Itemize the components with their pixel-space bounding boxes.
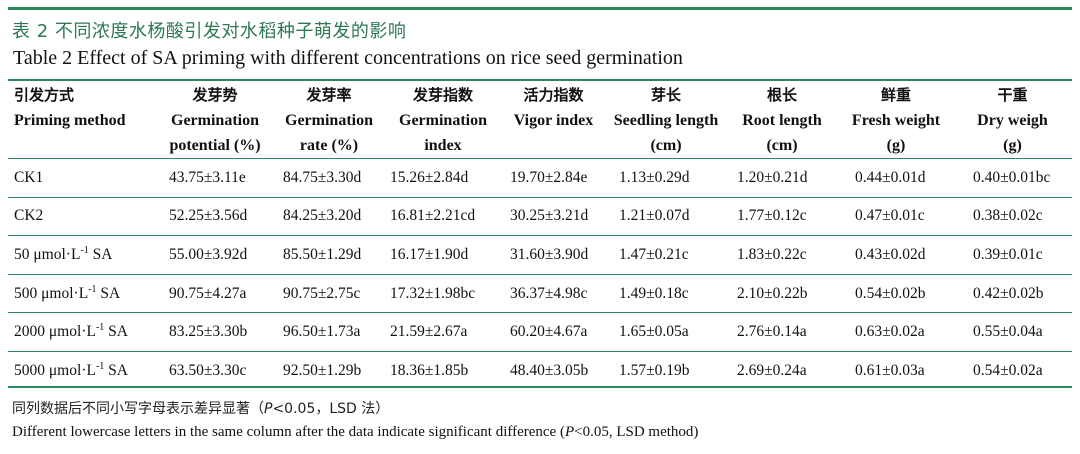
value-cell: 0.54±0.02b xyxy=(855,284,926,302)
value-cell: 2.76±0.14a xyxy=(737,323,807,341)
value-cell: 90.75±2.75c xyxy=(283,284,361,302)
value-cell: 21.59±2.67a xyxy=(390,323,468,341)
results-table: 引发方式 Priming method 发芽势 Germination potenti… xyxy=(8,81,1072,390)
value-cell: 0.40±0.01bc xyxy=(973,168,1051,186)
value-cell: 17.32±1.98bc xyxy=(390,284,476,302)
value-cell: 60.20±4.67a xyxy=(510,323,588,341)
value-cell: 1.77±0.12c xyxy=(737,207,807,225)
value-cell: 0.55±0.04a xyxy=(973,323,1043,341)
value-cell: 36.37±4.98c xyxy=(510,284,588,302)
value-cell: 19.70±2.84e xyxy=(510,168,588,186)
value-cell: 48.40±3.05b xyxy=(510,361,589,379)
table-title-en: Table 2 Effect of SA priming with differ… xyxy=(13,47,683,69)
value-cell: 16.81±2.21cd xyxy=(390,207,476,225)
method-cell: 2000 μmol·L-1 SA xyxy=(14,322,128,341)
value-cell: 1.21±0.07d xyxy=(619,207,690,225)
table-title-cn: 表 2 不同浓度水杨酸引发对水稻种子萌发的影响 xyxy=(12,21,407,42)
value-cell: 0.63±0.02a xyxy=(855,323,925,341)
table-row: 50 μmol·L-1 SA 55.00±3.92d 85.50±1.29d 1… xyxy=(8,235,1072,275)
value-cell: 0.54±0.02a xyxy=(973,361,1043,379)
method-cell: 50 μmol·L-1 SA xyxy=(14,244,113,263)
value-cell: 2.10±0.22b xyxy=(737,284,808,302)
method-cell: CK1 xyxy=(14,168,44,186)
value-cell: 0.47±0.01c xyxy=(855,207,925,225)
value-cell: 84.75±3.30d xyxy=(283,168,362,186)
value-cell: 1.57±0.19b xyxy=(619,361,690,379)
header-cell: 鲜重 Fresh weight (g) xyxy=(851,86,941,154)
value-cell: 52.25±3.56d xyxy=(169,207,248,225)
table-row: 2000 μmol·L-1 SA 83.25±3.30b 96.50±1.73a… xyxy=(8,312,1072,352)
value-cell: 0.38±0.02c xyxy=(973,207,1043,225)
value-cell: 85.50±1.29d xyxy=(283,245,362,263)
value-cell: 83.25±3.30b xyxy=(169,323,248,341)
value-cell: 16.17±1.90d xyxy=(390,245,469,263)
header-cell: 干重 Dry weigh (g) xyxy=(977,86,1048,154)
footnote-en: Different lowercase letters in the same … xyxy=(12,424,699,440)
value-cell: 15.26±2.84d xyxy=(390,168,469,186)
value-cell: 1.83±0.22c xyxy=(737,245,807,263)
value-cell: 1.47±0.21c xyxy=(619,245,689,263)
header-cell: 发芽势 Germination potential (%) xyxy=(169,86,261,154)
table-row: 5000 μmol·L-1 SA 63.50±3.30c 92.50±1.29b… xyxy=(8,351,1072,389)
value-cell: 55.00±3.92d xyxy=(169,245,248,263)
footnote-cn: 同列数据后不同小写字母表示差异显著（P<0.05，LSD 法） xyxy=(12,401,390,417)
value-cell: 43.75±3.11e xyxy=(169,168,246,186)
value-cell: 84.25±3.20d xyxy=(283,207,362,225)
value-cell: 1.65±0.05a xyxy=(619,323,689,341)
value-cell: 1.13±0.29d xyxy=(619,168,690,186)
header-cell: 芽长 Seedling length (cm) xyxy=(613,86,719,154)
header-cell: 活力指数 Vigor index xyxy=(513,86,594,129)
header-cell: 发芽率 Germination rate (%) xyxy=(285,86,373,154)
table-row: CK1 43.75±3.11e 84.75±3.30d 15.26±2.84d … xyxy=(8,158,1072,198)
method-cell: 500 μmol·L-1 SA xyxy=(14,283,121,302)
value-cell: 0.42±0.02b xyxy=(973,284,1044,302)
value-cell: 1.49±0.18c xyxy=(619,284,689,302)
table-top-rule xyxy=(8,79,1072,81)
value-cell: 63.50±3.30c xyxy=(169,361,247,379)
method-cell: CK2 xyxy=(14,207,44,225)
header-cell: 引发方式 Priming method xyxy=(14,86,126,129)
value-cell: 2.69±0.24a xyxy=(737,361,807,379)
value-cell: 30.25±3.21d xyxy=(510,207,589,225)
table-row: CK2 52.25±3.56d 84.25±3.20d 16.81±2.21cd… xyxy=(8,197,1072,236)
table-row: 500 μmol·L-1 SA 90.75±4.27a 90.75±2.75c … xyxy=(8,274,1072,313)
header-cell: 根长 Root length (cm) xyxy=(742,86,822,154)
top-rule xyxy=(8,7,1072,10)
value-cell: 0.43±0.02d xyxy=(855,245,926,263)
header-cell: 发芽指数 Germination index xyxy=(399,86,487,154)
value-cell: 90.75±4.27a xyxy=(169,284,247,302)
value-cell: 0.39±0.01c xyxy=(973,245,1043,263)
value-cell: 31.60±3.90d xyxy=(510,245,589,263)
value-cell: 96.50±1.73a xyxy=(283,323,361,341)
table-bottom-rule xyxy=(8,386,1072,388)
value-cell: 0.61±0.03a xyxy=(855,361,925,379)
value-cell: 1.20±0.21d xyxy=(737,168,808,186)
method-cell: 5000 μmol·L-1 SA xyxy=(14,360,128,379)
value-cell: 18.36±1.85b xyxy=(390,361,469,379)
value-cell: 92.50±1.29b xyxy=(283,361,362,379)
value-cell: 0.44±0.01d xyxy=(855,168,926,186)
